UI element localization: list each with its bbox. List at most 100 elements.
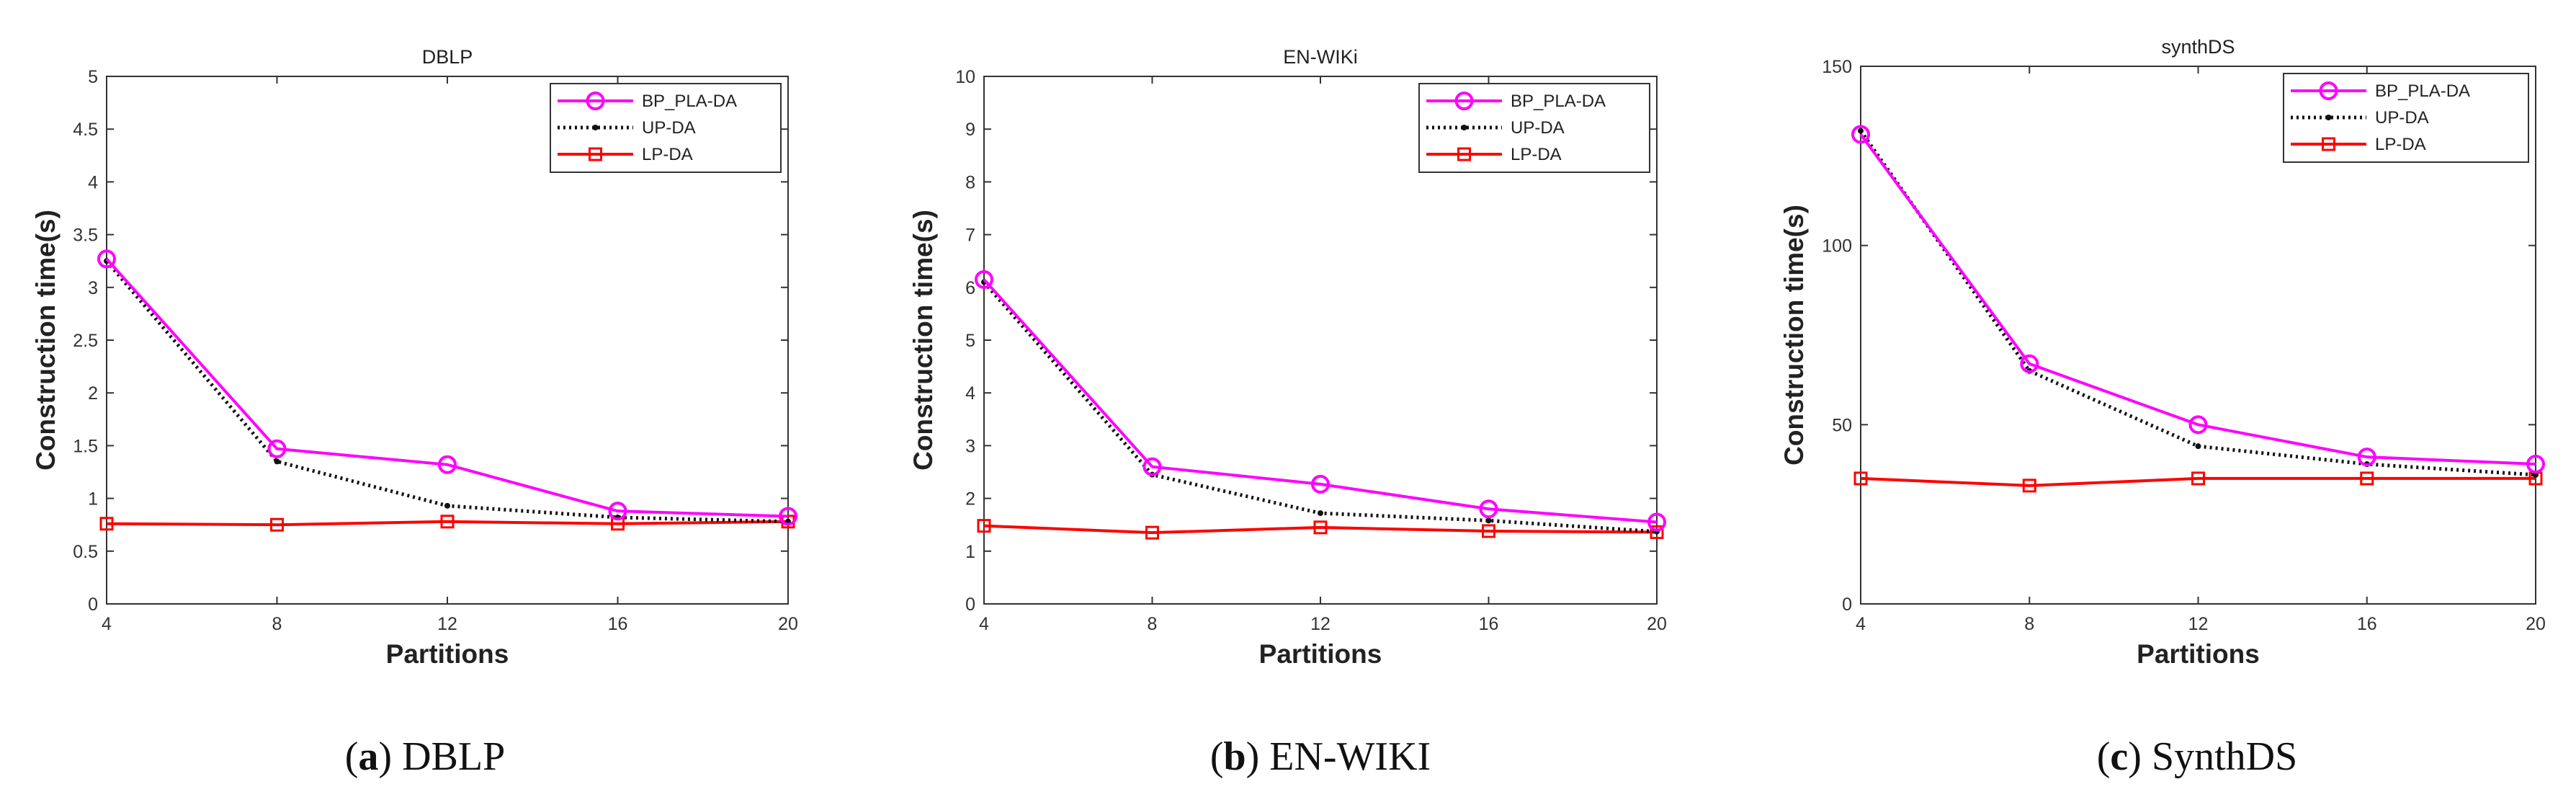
legend-label: LP-DA [1511,145,1562,164]
legend: BP_PLA-DA UP-DA LP-DA [1418,83,1650,173]
series-line [983,524,1658,535]
legend-marker [1457,147,1471,161]
y-tick-label: 10 [955,67,975,87]
y-tick-label: 7 [965,226,975,246]
x-tick-label: 20 [778,614,798,634]
data-point [1858,128,1864,134]
data-point [2360,471,2374,486]
x-axis-label: Partitions [1259,639,1382,669]
caption: (a) DBLP [345,734,505,779]
series-line [105,257,789,518]
x-tick-label: 16 [2357,614,2377,634]
data-point [2020,354,2039,373]
legend-marker [589,147,602,161]
y-tick-label: 50 [1832,415,1852,435]
x-tick-label: 4 [1856,614,1866,634]
data-point [2526,455,2545,474]
y-tick-label: 0 [1842,595,1852,615]
x-tick-label: 8 [1148,614,1158,634]
data-point [2357,448,2376,467]
legend-box [2283,73,2529,163]
y-tick-label: 0 [88,595,98,615]
y-tick-label: 1 [88,489,98,509]
legend-marker [2325,115,2332,120]
data-point [1851,125,1870,144]
x-tick-label: 12 [1310,614,1331,634]
data-point [1145,525,1159,540]
data-point [1485,517,1492,524]
data-point [1479,499,1498,519]
y-tick-label: 5 [88,67,98,87]
chart-1: DBLP 0 0.5 1 1.5 2 2.5 3 3.5 4 4.5 5 4 8 12 16 20 Partiti… [31,46,798,779]
y-tick-label: 8 [965,172,975,192]
data-point [274,458,280,465]
data-point [438,455,457,474]
x-tick-label: 20 [2526,614,2546,634]
x-tick-label: 12 [437,614,457,634]
y-axis-label: Construction time(s) [908,210,938,471]
legend-marker [586,92,605,110]
caption-letter: b [1223,734,1245,779]
data-point [1318,510,1323,517]
series-bp-pla-da [97,249,797,526]
chart-title: EN-WIKi [1283,46,1358,68]
legend-label: BP_PLA-DA [642,92,737,111]
series-line [1860,476,2536,487]
legend-label: UP-DA [642,118,696,138]
data-point [1313,520,1328,535]
legend-marker [592,125,599,130]
series-line [1859,130,2536,477]
y-axis-label: Construction time(s) [31,210,61,471]
data-point [2188,415,2208,435]
caption-close-paren: ) [378,734,402,779]
y-tick-label: 3 [88,278,98,298]
data-point [1142,457,1162,476]
caption-close-paren: ) [1246,734,1270,779]
data-point [2191,471,2205,486]
caption-text: EN-WIKI [1269,734,1431,779]
caption-text: SynthDS [2152,734,2297,779]
x-tick-label: 4 [979,614,989,634]
y-tick-label: 1.5 [73,436,98,456]
series-lp-da [977,519,1664,540]
data-point [779,507,797,526]
chart-3: synthDS 0 50 100 150 4 8 12 16 20 Partitions Constr… [1779,36,2546,779]
y-tick-label: 0 [965,595,975,615]
legend-label: BP_PLA-DA [2375,81,2470,101]
series-lp-da [1853,471,2543,493]
legend-label: LP-DA [642,145,693,164]
legend: BP_PLA-DA UP-DA LP-DA [550,83,782,173]
caption: (b) EN-WIKI [1210,734,1431,779]
caption-letter: a [358,734,378,779]
series-line [1859,133,2536,466]
data-point [267,439,287,458]
data-point [444,502,450,509]
data-point [97,249,116,269]
legend-marker [2322,137,2335,151]
legend-label: BP_PLA-DA [1511,92,1606,111]
legend-label: LP-DA [2375,135,2426,154]
caption-open-paren: ( [1210,734,1224,779]
x-tick-label: 16 [608,614,628,634]
data-point [99,517,114,531]
caption-open-paren: ( [345,734,359,779]
legend: BP_PLA-DA UP-DA LP-DA [2283,73,2529,163]
series-up-da [104,258,791,525]
x-tick-label: 8 [2024,614,2034,634]
x-tick-label: 20 [1647,614,1667,634]
legend-label: UP-DA [2375,108,2429,128]
y-tick-label: 6 [965,278,975,298]
x-tick-label: 4 [102,614,112,634]
y-tick-label: 4 [88,172,98,192]
data-point [608,502,627,521]
data-point [270,517,284,532]
y-tick-label: 4.5 [73,120,98,140]
y-tick-label: 100 [1822,236,1852,257]
y-tick-label: 2 [88,383,98,404]
legend-marker [2319,81,2338,100]
x-tick-label: 16 [1479,614,1499,634]
data-point [1650,525,1664,539]
